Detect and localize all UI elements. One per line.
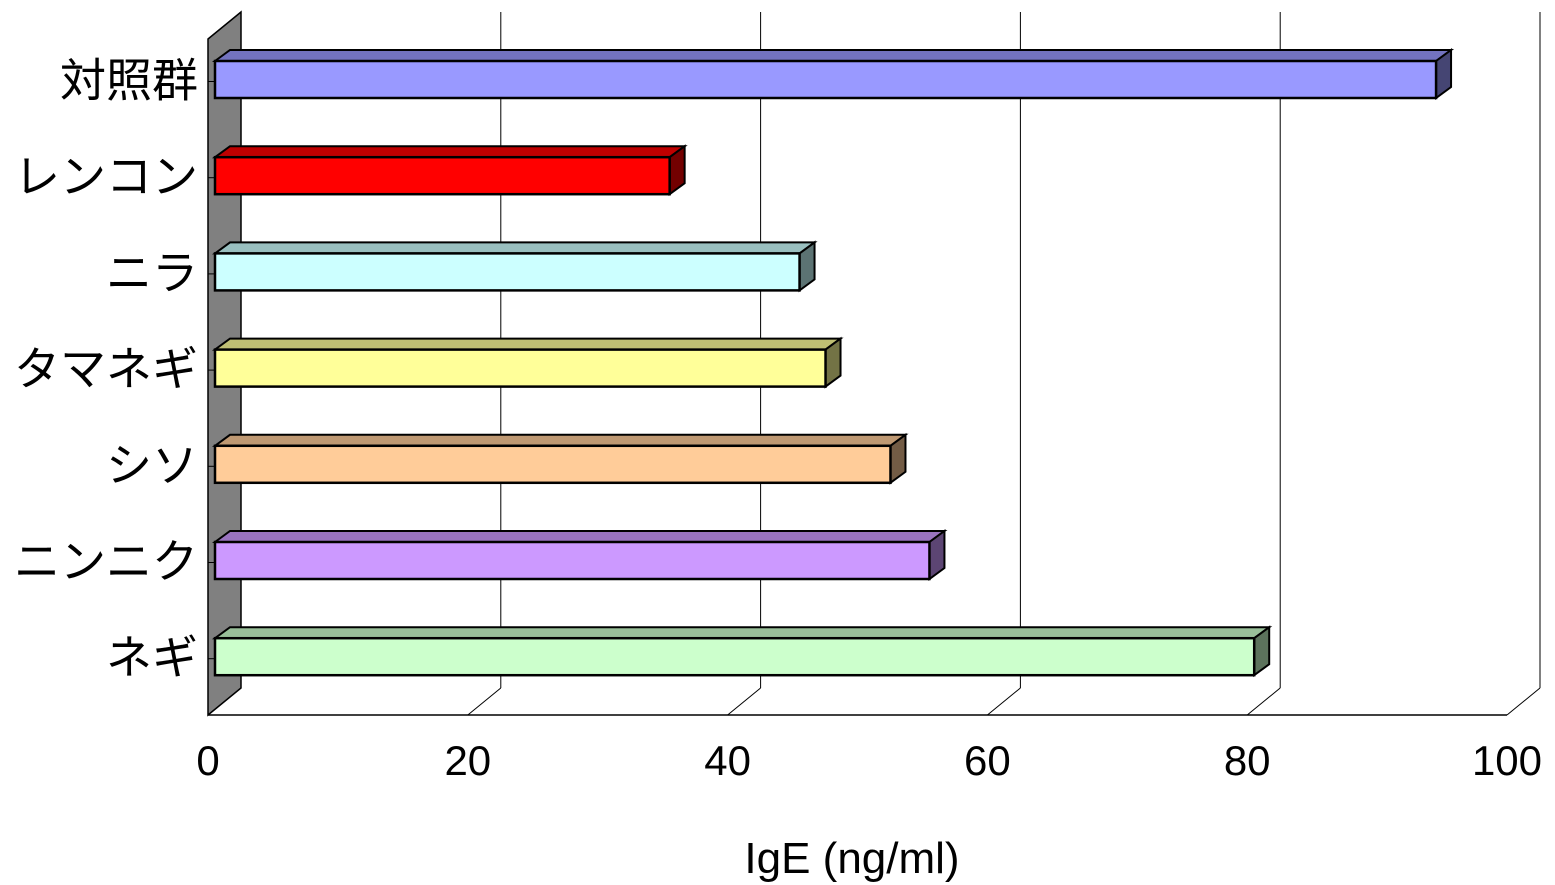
- x-axis-title: IgE (ng/ml): [744, 834, 959, 883]
- category-label: タマネギ: [14, 342, 198, 396]
- floor-gridline: [987, 687, 1021, 716]
- x-tick-label: 0: [196, 737, 219, 784]
- bar-top-face: [211, 49, 1455, 62]
- bar-top-face: [211, 337, 844, 351]
- category-label: ニラ: [106, 246, 198, 300]
- x-tick-label: 60: [964, 737, 1011, 784]
- bar-front-face: [213, 59, 1438, 100]
- bar: [211, 336, 844, 389]
- category-label: 対照群: [60, 54, 198, 108]
- bar: [211, 240, 818, 293]
- floor-gridline: [1506, 687, 1541, 716]
- x-tick-label: 40: [704, 737, 751, 784]
- bar-front-face: [213, 155, 671, 196]
- bar-top-face: [211, 530, 948, 543]
- floor-gridline: [1246, 687, 1281, 716]
- bar: [211, 529, 948, 581]
- category-label: ネギ: [106, 631, 198, 685]
- bar-top-face: [211, 626, 1273, 640]
- bar-top-face: [211, 145, 688, 159]
- bar: [211, 48, 1455, 100]
- x-tick-label: 80: [1224, 737, 1271, 784]
- floor-gridline: [727, 687, 761, 716]
- x-tick-labels: 0 20 40 60 80 100: [196, 737, 1542, 784]
- category-label: ニンニク: [14, 535, 198, 589]
- bar-top-face: [211, 241, 818, 255]
- category-label: レンコン: [14, 150, 198, 204]
- bar: [211, 625, 1273, 678]
- bar-front-face: [213, 348, 827, 388]
- bar-front-face: [213, 636, 1256, 677]
- bar-front-face: [213, 540, 931, 581]
- bar-front-face: [213, 252, 801, 292]
- x-tick-label: 100: [1472, 737, 1542, 784]
- bar: [211, 144, 688, 197]
- bar: [211, 432, 909, 485]
- floor-gridline: [467, 687, 502, 716]
- bars: [211, 48, 1455, 678]
- x-tick-label: 20: [444, 737, 491, 784]
- category-label: シソ: [106, 438, 198, 492]
- bar-top-face: [211, 433, 909, 447]
- bar-front-face: [213, 444, 892, 485]
